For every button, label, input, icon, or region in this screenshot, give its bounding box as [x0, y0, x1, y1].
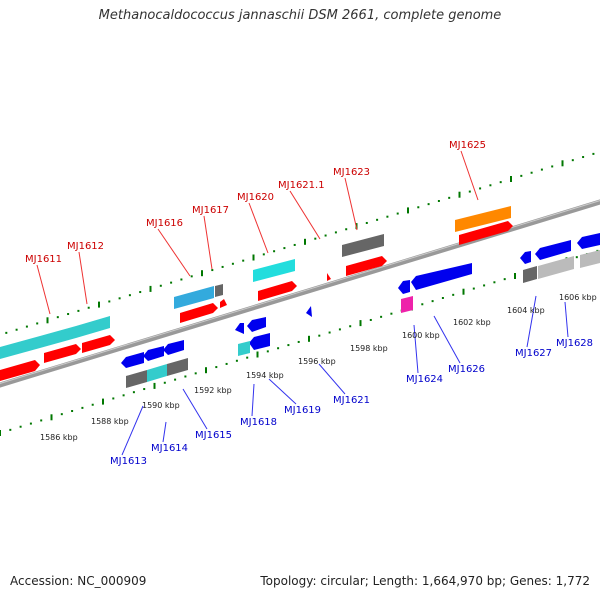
- leader-line: [182, 388, 208, 430]
- gene-label-top[interactable]: MJ1612: [67, 241, 104, 252]
- gene-feature[interactable]: [520, 251, 531, 264]
- gene-feature[interactable]: [538, 256, 574, 279]
- gene-feature[interactable]: [143, 346, 164, 361]
- gene-label-bottom[interactable]: MJ1619: [284, 405, 321, 416]
- gene-feature[interactable]: [401, 296, 413, 313]
- genome-title: Methanocaldococcus jannaschii DSM 2661, …: [98, 8, 502, 23]
- scale-label: 1604 kbp: [507, 306, 545, 315]
- gene-feature[interactable]: [0, 336, 40, 359]
- gene-label-top[interactable]: MJ1623: [333, 167, 370, 178]
- gene-label-bottom[interactable]: MJ1628: [556, 338, 593, 349]
- gene-feature[interactable]: [342, 234, 384, 257]
- gene-feature[interactable]: [235, 323, 244, 334]
- accession-text: Accession: NC_000909: [10, 574, 147, 588]
- gene-feature[interactable]: [163, 340, 184, 355]
- gene-feature[interactable]: [459, 221, 513, 245]
- gene-feature[interactable]: [126, 370, 147, 388]
- gene-feature[interactable]: [577, 233, 600, 249]
- gene-label-bottom[interactable]: MJ1624: [406, 374, 443, 385]
- gene-feature[interactable]: [346, 256, 387, 276]
- gene-label-bottom[interactable]: MJ1627: [515, 348, 552, 359]
- gene-feature[interactable]: [76, 316, 110, 338]
- gene-feature[interactable]: [180, 303, 218, 323]
- gene-feature[interactable]: [167, 358, 188, 376]
- genome-summary-text: Topology: circular; Length: 1,664,970 bp…: [260, 574, 590, 588]
- scale-label: 1588 kbp: [91, 417, 129, 426]
- gene-label-top[interactable]: MJ1617: [192, 205, 229, 216]
- leader-line: [564, 301, 569, 338]
- gene-label-bottom[interactable]: MJ1613: [110, 456, 147, 467]
- scale-label: 1606 kbp: [559, 293, 597, 302]
- gene-label-bottom[interactable]: MJ1626: [448, 364, 485, 375]
- gene-feature[interactable]: [455, 206, 511, 232]
- leader-line: [162, 421, 167, 443]
- gene-feature[interactable]: [535, 240, 571, 260]
- gene-feature[interactable]: [174, 286, 214, 309]
- gene-label-top[interactable]: MJ1621.1: [278, 180, 325, 191]
- gene-feature[interactable]: [215, 284, 223, 297]
- gene-feature[interactable]: [0, 360, 40, 381]
- gene-feature[interactable]: [306, 306, 312, 317]
- gene-label-top[interactable]: MJ1625: [449, 140, 486, 151]
- gene-label-top[interactable]: MJ1611: [25, 254, 62, 265]
- gene-label-bottom[interactable]: MJ1614: [151, 443, 188, 454]
- gene-feature[interactable]: [580, 250, 600, 268]
- gene-feature[interactable]: [327, 273, 331, 281]
- scale-label: 1594 kbp: [246, 371, 284, 380]
- gene-feature[interactable]: [258, 281, 297, 301]
- scale-label: 1598 kbp: [350, 344, 388, 353]
- gene-label-bottom[interactable]: MJ1615: [195, 430, 232, 441]
- leader-line: [460, 150, 479, 201]
- gene-feature[interactable]: [220, 299, 227, 308]
- scale-label: 1596 kbp: [298, 357, 336, 366]
- leader-line: [344, 177, 358, 231]
- gene-feature[interactable]: [249, 333, 270, 350]
- gene-feature[interactable]: [523, 266, 537, 283]
- leader-line: [289, 190, 321, 240]
- gene-feature[interactable]: [238, 341, 250, 356]
- leader-line: [433, 315, 461, 364]
- gene-feature[interactable]: [147, 364, 167, 382]
- gene-label-top[interactable]: MJ1620: [237, 192, 274, 203]
- leader-line: [36, 264, 51, 315]
- gene-feature[interactable]: [253, 259, 295, 282]
- scale-label: 1600 kbp: [402, 331, 440, 340]
- gene-feature[interactable]: [411, 263, 472, 290]
- gene-label-bottom[interactable]: MJ1621: [333, 395, 370, 406]
- leader-line: [121, 405, 144, 456]
- scale-label: 1590 kbp: [142, 401, 180, 410]
- leader-line: [248, 202, 269, 254]
- scale-label: 1586 kbp: [40, 433, 78, 442]
- leader-line: [78, 251, 88, 305]
- scale-label: 1602 kbp: [453, 318, 491, 327]
- scale-label: 1592 kbp: [194, 386, 232, 395]
- gene-feature[interactable]: [247, 317, 266, 332]
- leader-line: [203, 215, 213, 270]
- leader-line: [413, 324, 419, 374]
- gene-feature[interactable]: [121, 352, 144, 368]
- gene-feature[interactable]: [40, 326, 76, 348]
- leader-line: [268, 378, 297, 405]
- gene-label-top[interactable]: MJ1616: [146, 218, 183, 229]
- gene-label-bottom[interactable]: MJ1618: [240, 417, 277, 428]
- leader-line: [157, 228, 191, 277]
- leader-line: [318, 363, 346, 395]
- gene-feature[interactable]: [44, 344, 81, 363]
- gene-feature[interactable]: [398, 280, 410, 294]
- leader-line: [251, 383, 255, 417]
- leader-line: [526, 295, 537, 348]
- gene-feature[interactable]: [82, 335, 115, 353]
